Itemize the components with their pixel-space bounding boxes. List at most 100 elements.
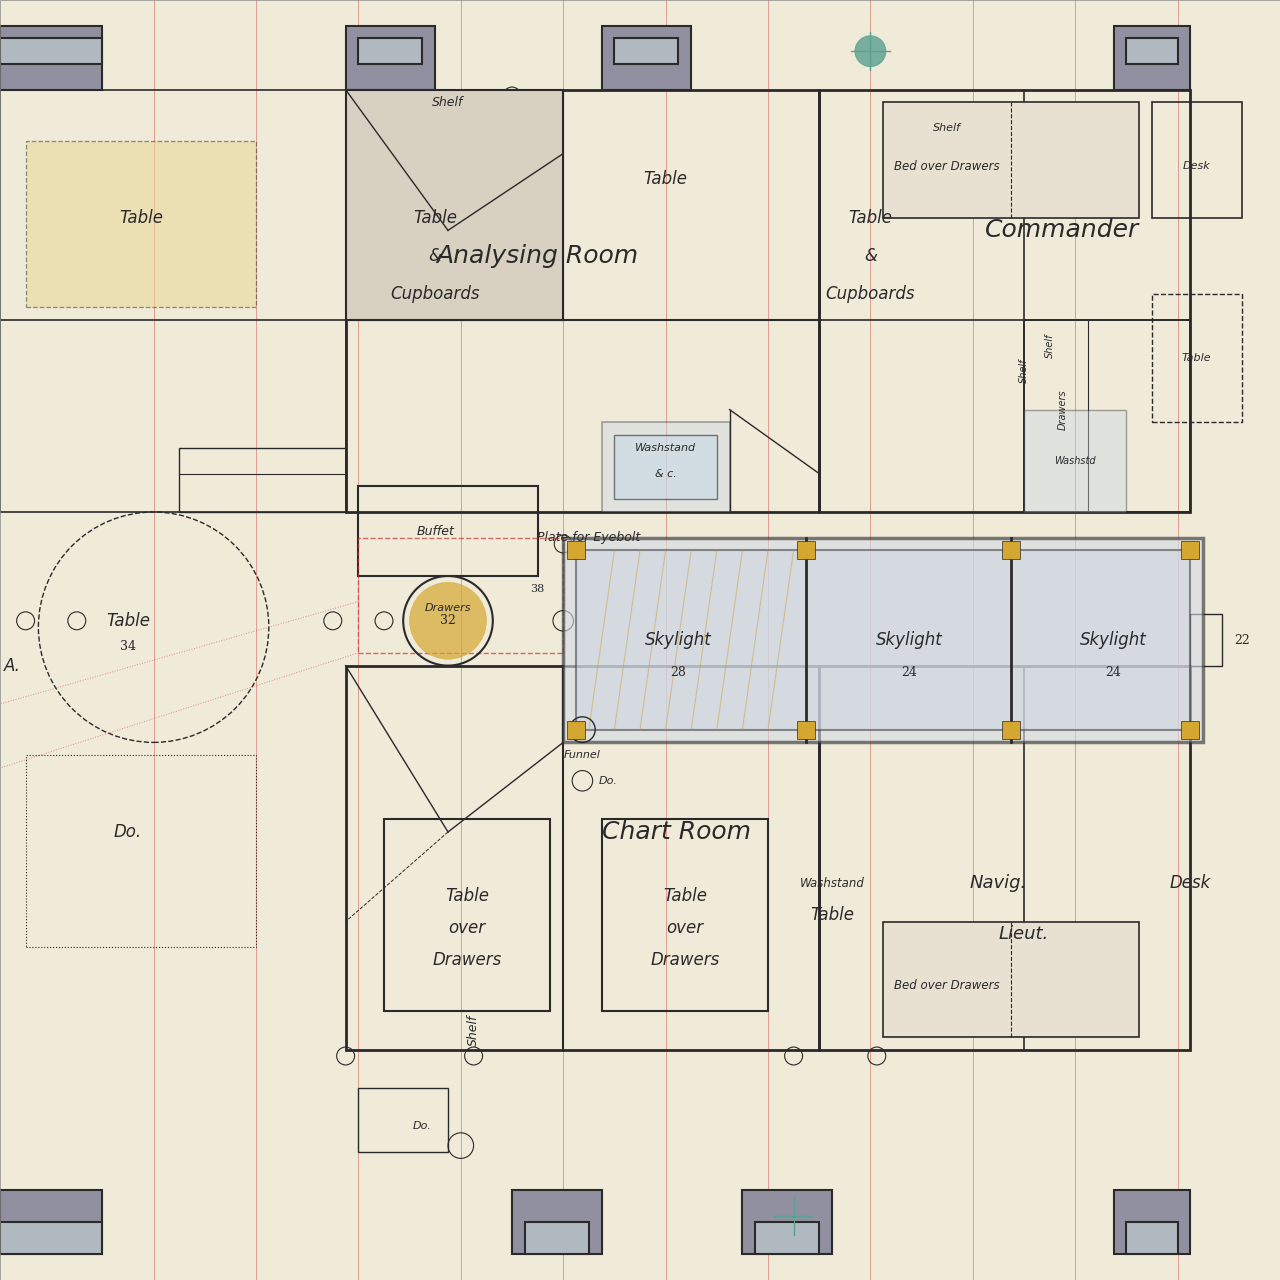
Bar: [346, 666, 819, 1050]
Bar: [563, 538, 1203, 742]
Text: Washstand: Washstand: [800, 877, 864, 890]
Text: over: over: [666, 919, 704, 937]
Bar: [1152, 102, 1242, 218]
Text: Do.: Do.: [114, 823, 142, 841]
Text: Skylight: Skylight: [876, 631, 942, 649]
Text: Skylight: Skylight: [1080, 631, 1147, 649]
Text: Drawers: Drawers: [425, 603, 471, 613]
Bar: [1114, 26, 1190, 90]
Bar: [346, 90, 819, 512]
Text: &: &: [864, 247, 877, 265]
Text: Analysing Room: Analysing Room: [436, 244, 639, 268]
Circle shape: [855, 36, 886, 67]
Text: 32: 32: [440, 614, 456, 627]
Text: 22: 22: [1234, 634, 1249, 646]
Bar: [0, 90, 346, 512]
Bar: [1114, 1190, 1190, 1254]
Text: Chart Room: Chart Room: [602, 820, 750, 844]
Text: Drawers: Drawers: [650, 951, 719, 969]
Text: Bed over Drawers: Bed over Drawers: [895, 160, 1000, 173]
Text: Washstand: Washstand: [635, 443, 696, 453]
Text: 24: 24: [1106, 666, 1121, 678]
Bar: [576, 550, 1190, 730]
Bar: [1181, 721, 1199, 739]
Text: 38: 38: [530, 584, 545, 594]
Bar: [384, 819, 550, 1011]
Bar: [512, 1190, 602, 1254]
Text: Table: Table: [119, 209, 163, 227]
Text: Table: Table: [413, 209, 457, 227]
Bar: [797, 541, 815, 559]
Text: Do.: Do.: [413, 1121, 431, 1132]
Bar: [26, 755, 256, 947]
Text: Bed over Drawers: Bed over Drawers: [895, 979, 1000, 992]
Bar: [1126, 1222, 1178, 1254]
Bar: [883, 102, 1139, 218]
Text: Table: Table: [644, 170, 687, 188]
Text: Washstd: Washstd: [1055, 456, 1096, 466]
Text: Commander: Commander: [986, 219, 1139, 242]
Text: Cupboards: Cupboards: [390, 285, 480, 303]
Bar: [179, 448, 346, 512]
Text: Lieut.: Lieut.: [998, 925, 1050, 943]
Bar: [0, 26, 102, 90]
Bar: [358, 1088, 448, 1152]
Bar: [797, 721, 815, 739]
Text: &: &: [429, 247, 442, 265]
Bar: [567, 721, 585, 739]
Text: Drawers: Drawers: [1057, 389, 1068, 430]
Circle shape: [777, 1199, 810, 1233]
Bar: [602, 819, 768, 1011]
Text: Do.: Do.: [599, 776, 617, 786]
Bar: [819, 90, 1190, 512]
Text: Table: Table: [663, 887, 707, 905]
Bar: [0, 38, 102, 64]
Text: 34: 34: [120, 640, 136, 653]
Bar: [358, 486, 538, 576]
Text: Navig.: Navig.: [970, 874, 1027, 892]
Bar: [602, 26, 691, 90]
Text: Shelf: Shelf: [467, 1015, 480, 1046]
Text: Table: Table: [445, 887, 489, 905]
Bar: [614, 435, 717, 499]
Bar: [1152, 294, 1242, 422]
Bar: [1126, 38, 1178, 64]
Text: Table: Table: [1181, 353, 1212, 364]
Text: Shelf: Shelf: [433, 96, 463, 109]
Text: Shelf: Shelf: [933, 123, 961, 133]
Bar: [525, 1222, 589, 1254]
Bar: [567, 541, 585, 559]
Bar: [1024, 410, 1126, 512]
Text: Shelf: Shelf: [1019, 358, 1029, 384]
Bar: [26, 141, 256, 307]
Text: & c.: & c.: [655, 468, 676, 479]
Text: Funnel: Funnel: [564, 750, 600, 760]
Text: Desk: Desk: [1183, 161, 1211, 172]
Bar: [1002, 721, 1020, 739]
Text: 24: 24: [901, 666, 916, 678]
Text: Table: Table: [849, 209, 892, 227]
Text: Cupboards: Cupboards: [826, 285, 915, 303]
Bar: [883, 922, 1139, 1037]
Bar: [358, 538, 563, 653]
Text: A.: A.: [4, 657, 22, 675]
Bar: [0, 1222, 102, 1254]
Bar: [602, 422, 730, 512]
Text: Drawers: Drawers: [433, 951, 502, 969]
Text: Table: Table: [106, 612, 150, 630]
Bar: [819, 666, 1190, 1050]
Text: Desk: Desk: [1170, 874, 1211, 892]
Bar: [1024, 320, 1190, 512]
Bar: [1190, 614, 1222, 666]
Circle shape: [410, 582, 486, 659]
Bar: [346, 26, 435, 90]
Bar: [755, 1222, 819, 1254]
Text: Skylight: Skylight: [645, 631, 712, 649]
Bar: [1002, 541, 1020, 559]
Bar: [358, 38, 422, 64]
Bar: [742, 1190, 832, 1254]
Text: Buffet: Buffet: [416, 525, 454, 538]
Bar: [346, 90, 563, 320]
Bar: [1181, 541, 1199, 559]
Text: 28: 28: [671, 666, 686, 678]
